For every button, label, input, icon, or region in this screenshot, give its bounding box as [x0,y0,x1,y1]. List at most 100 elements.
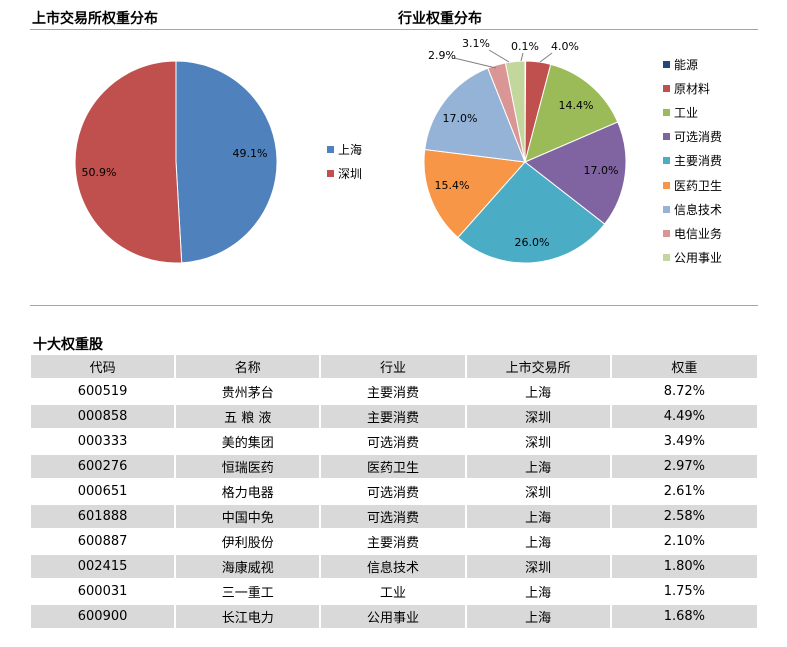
legend-label: 电信业务 [674,226,723,241]
header-weight: 权重 [611,355,757,380]
cell-exchange: 上海 [466,530,612,555]
legend-item: 原材料 [663,76,722,100]
legend-label: 原材料 [674,81,711,96]
industry-value-label: 17.0% [443,112,478,125]
legend-swatch [663,254,670,262]
legend-label: 上海 [338,142,363,157]
cell-industry: 工业 [321,580,467,605]
header-name: 名称 [176,355,322,380]
industry-slice [457,161,606,264]
cell-weight: 8.72% [611,380,757,405]
cell-weight: 2.10% [611,530,757,555]
cell-code: 000651 [31,480,177,505]
legend-swatch [663,229,670,237]
legend-swatch [663,108,670,116]
legend-label: 能源 [674,57,699,72]
top10-holdings-table: 代码 名称 行业 上市交易所 权重 600519 贵州茅台 主要消费 上海 8.72% 0… [31,355,757,630]
cell-exchange: 上海 [466,580,612,605]
table-row: 600887 伊利股份 主要消费 上海 2.10% [31,530,757,555]
legend-swatch [663,205,670,213]
legend-label: 信息技术 [674,202,723,217]
legend-item: 信息技术 [663,197,722,221]
cell-name: 伊利股份 [176,530,322,555]
cell-weight: 4.49% [611,405,757,430]
industry-leader-line [453,57,497,69]
legend-label: 深圳 [338,166,363,181]
cell-name: 长江电力 [176,605,322,630]
cell-name: 贵州茅台 [176,380,322,405]
table-row: 600031 三一重工 工业 上海 1.75% [31,580,757,605]
industry-value-label: 17.0% [584,164,619,177]
exchange-slice [175,60,278,264]
cell-exchange: 深圳 [466,480,612,505]
industry-slice [524,121,627,225]
cell-industry: 可选消费 [321,430,467,455]
table-row: 000651 格力电器 可选消费 深圳 2.61% [31,480,757,505]
cell-industry: 主要消费 [321,380,467,405]
pie-charts-canvas: 49.1% 50.9% 0.1% 4.0% 14.4% 17.0% 26.0% 15.4% 1… [74,37,627,264]
legend-item: 主要消费 [663,149,722,173]
cell-code: 600031 [31,580,177,605]
cell-weight: 1.80% [611,555,757,580]
exchange-legend: 上海 深圳 [327,137,362,185]
legend-swatch [327,145,334,153]
legend-item: 公用事业 [663,246,722,270]
industry-leader-line [488,49,510,63]
cell-name: 美的集团 [176,430,322,455]
industry-leader-line [520,52,524,62]
legend-swatch [327,169,334,177]
legend-item: 医药卫生 [663,173,722,197]
legend-item: 工业 [663,100,722,124]
industry-value-label: 2.9% [428,49,456,62]
cell-code: 600519 [31,380,177,405]
industry-pie: 0.1% 4.0% 14.4% 17.0% 26.0% 15.4% 17.0% 2.9% 3.1… [423,37,627,264]
cell-weight: 1.68% [611,605,757,630]
cell-name: 三一重工 [176,580,322,605]
legend-item: 电信业务 [663,221,722,245]
industry-legend: 能源原材料工业可选消费主要消费医药卫生信息技术电信业务公用事业 [663,52,722,270]
industry-chart-title: 行业权重分布 [398,11,482,27]
cell-exchange: 深圳 [466,555,612,580]
industry-value-label: 3.1% [462,37,490,50]
exchange-chart-title: 上市交易所权重分布 [32,11,158,27]
cell-industry: 可选消费 [321,505,467,530]
table-body: 600519 贵州茅台 主要消费 上海 8.72% 000858 五 粮 液主要消费 深圳 4.… [31,380,757,630]
cell-industry: 主要消费 [321,530,467,555]
top10-title: 十大权重股 [33,337,103,353]
table-row: 600519 贵州茅台 主要消费 上海 8.72% [31,380,757,405]
cell-code: 600900 [31,605,177,630]
cell-name: 恒瑞医药 [176,455,322,480]
exchange-pie: 49.1% 50.9% [74,60,278,264]
table-row: 000333 美的集团 可选消费 深圳 3.49% [31,430,757,455]
industry-value-label: 15.4% [435,179,470,192]
table-header-row: 代码 名称 行业 上市交易所 权重 [31,355,757,380]
table-row: 601888 中国中免 可选消费 上海 2.58% [31,505,757,530]
cell-exchange: 深圳 [466,405,612,430]
industry-slice [504,60,526,163]
legend-label: 医药卫生 [674,178,723,193]
industry-slice [524,63,619,163]
legend-item: 上海 [327,137,362,161]
legend-item: 深圳 [327,161,362,185]
cell-code: 601888 [31,505,177,530]
legend-swatch [663,60,670,68]
exchange-slice [74,60,183,264]
cell-code: 600887 [31,530,177,555]
exchange-value-label: 49.1% [233,147,268,160]
industry-value-label: 0.1% [511,40,539,53]
legend-label: 可选消费 [674,130,723,145]
legend-label: 工业 [674,105,699,120]
cell-industry: 医药卫生 [321,455,467,480]
cell-exchange: 上海 [466,455,612,480]
cell-code: 002415 [31,555,177,580]
cell-code: 600276 [31,455,177,480]
cell-code: 000333 [31,430,177,455]
table-row: 000858 五 粮 液主要消费 深圳 4.49% [31,405,757,430]
industry-leader-line [539,52,553,63]
legend-label: 主要消费 [674,154,723,169]
legend-swatch [663,157,670,165]
legend-label: 公用事业 [674,251,723,266]
cell-industry: 公用事业 [321,605,467,630]
industry-slice [423,148,527,239]
cell-exchange: 上海 [466,380,612,405]
